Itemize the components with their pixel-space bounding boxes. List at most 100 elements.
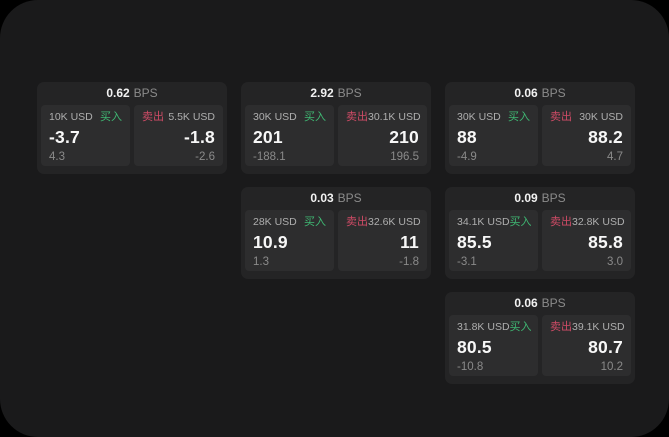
buy-panel[interactable]: 10K USD 买入 -3.7 4.3 [41,105,130,166]
buy-delta: -188.1 [253,151,286,163]
quote-card-4: 0.03 BPS 28K USD 买入 10.9 1.3 卖出 32.6K US… [241,187,431,279]
buy-panel[interactable]: 30K USD 买入 201 -188.1 [245,105,334,166]
buy-panel-top: 30K USD 买入 [457,111,530,124]
buy-amount: 28K USD [253,216,297,228]
sell-price: 88.2 [588,127,623,147]
sell-price: -1.8 [184,127,215,147]
sell-panel[interactable]: 卖出 32.8K USD 85.8 3.0 [542,210,631,271]
buy-price: 201 [253,127,283,147]
buy-delta: 1.3 [253,256,269,268]
sell-label: 卖出 [142,111,164,123]
card-body: 10K USD 买入 -3.7 4.3 卖出 5.5K USD -1.8 -2.… [37,105,227,170]
card-header: 0.06 BPS [445,82,635,105]
buy-panel-top: 31.8K USD 买入 [457,321,532,334]
sell-price: 80.7 [588,337,623,357]
buy-amount: 30K USD [253,111,297,123]
buy-amount: 31.8K USD [457,321,510,333]
card-body: 30K USD 买入 201 -188.1 卖出 30.1K USD 210 1… [241,105,431,170]
quote-card-6: 0.06 BPS 31.8K USD 买入 80.5 -10.8 卖出 39.1… [445,292,635,384]
sell-amount: 30.1K USD [368,111,421,123]
sell-panel[interactable]: 卖出 30K USD 88.2 4.7 [542,105,631,166]
bps-value: 2.92 [310,86,334,100]
sell-label: 卖出 [550,321,572,333]
buy-delta: -10.8 [457,361,484,373]
quote-card-3: 0.06 BPS 30K USD 买入 88 -4.9 卖出 30K USD 8… [445,82,635,174]
buy-panel[interactable]: 34.1K USD 买入 85.5 -3.1 [449,210,538,271]
buy-panel[interactable]: 30K USD 买入 88 -4.9 [449,105,538,166]
buy-price: -3.7 [49,127,80,147]
sell-panel-top: 卖出 39.1K USD [550,321,625,334]
card-header: 0.09 BPS [445,187,635,210]
sell-delta: 10.2 [600,361,623,373]
buy-label: 买入 [100,111,122,123]
sell-amount: 5.5K USD [168,111,215,123]
sell-label: 卖出 [550,216,572,228]
quote-card-1: 0.62 BPS 10K USD 买入 -3.7 4.3 卖出 5.5K USD… [37,82,227,174]
card-body: 30K USD 买入 88 -4.9 卖出 30K USD 88.2 4.7 [445,105,635,170]
sell-panel-top: 卖出 5.5K USD [142,111,215,124]
card-body: 34.1K USD 买入 85.5 -3.1 卖出 32.8K USD 85.8… [445,210,635,275]
sell-delta: 3.0 [607,256,623,268]
sell-panel[interactable]: 卖出 32.6K USD 11 -1.8 [338,210,427,271]
sell-amount: 39.1K USD [572,321,625,333]
card-header: 2.92 BPS [241,82,431,105]
buy-label: 买入 [304,111,326,123]
bps-unit-label: BPS [337,191,362,205]
sell-price: 11 [400,232,419,252]
sell-amount: 30K USD [579,111,623,123]
card-body: 31.8K USD 买入 80.5 -10.8 卖出 39.1K USD 80.… [445,315,635,380]
buy-panel[interactable]: 28K USD 买入 10.9 1.3 [245,210,334,271]
buy-price: 88 [457,127,477,147]
sell-amount: 32.8K USD [572,216,625,228]
bps-value: 0.06 [514,296,538,310]
buy-panel-top: 10K USD 买入 [49,111,122,124]
bps-value: 0.62 [106,86,130,100]
sell-delta: 196.5 [390,151,419,163]
sell-panel-top: 卖出 32.6K USD [346,216,421,229]
buy-price: 10.9 [253,232,288,252]
sell-panel[interactable]: 卖出 30.1K USD 210 196.5 [338,105,427,166]
sell-panel-top: 卖出 32.8K USD [550,216,625,229]
buy-price: 80.5 [457,337,492,357]
buy-label: 买入 [304,216,326,228]
buy-amount: 30K USD [457,111,501,123]
buy-label: 买入 [509,216,532,228]
bps-unit-label: BPS [541,296,566,310]
quote-card-5: 0.09 BPS 34.1K USD 买入 85.5 -3.1 卖出 32.8K… [445,187,635,279]
card-header: 0.06 BPS [445,292,635,315]
card-header: 0.62 BPS [37,82,227,105]
buy-panel[interactable]: 31.8K USD 买入 80.5 -10.8 [449,315,538,376]
buy-panel-top: 34.1K USD 买入 [457,216,532,229]
quote-card-2: 2.92 BPS 30K USD 买入 201 -188.1 卖出 30.1K … [241,82,431,174]
sell-amount: 32.6K USD [368,216,421,228]
sell-price: 210 [389,127,419,147]
buy-delta: 4.3 [49,151,65,163]
sell-label: 卖出 [346,216,368,228]
card-header: 0.03 BPS [241,187,431,210]
sell-panel-top: 卖出 30K USD [550,111,623,124]
buy-panel-top: 30K USD 买入 [253,111,326,124]
sell-label: 卖出 [346,111,368,123]
bps-value: 0.09 [514,191,538,205]
sell-label: 卖出 [550,111,572,123]
bps-value: 0.06 [514,86,538,100]
sell-panel[interactable]: 卖出 39.1K USD 80.7 10.2 [542,315,631,376]
buy-amount: 34.1K USD [457,216,510,228]
buy-delta: -4.9 [457,151,477,163]
sell-panel-top: 卖出 30.1K USD [346,111,421,124]
sell-panel[interactable]: 卖出 5.5K USD -1.8 -2.6 [134,105,223,166]
bps-unit-label: BPS [133,86,158,100]
sell-price: 85.8 [588,232,623,252]
buy-label: 买入 [508,111,530,123]
bps-unit-label: BPS [337,86,362,100]
bps-value: 0.03 [310,191,334,205]
buy-amount: 10K USD [49,111,93,123]
sell-delta: 4.7 [607,151,623,163]
card-body: 28K USD 买入 10.9 1.3 卖出 32.6K USD 11 -1.8 [241,210,431,275]
buy-delta: -3.1 [457,256,477,268]
sell-delta: -2.6 [195,151,215,163]
sell-delta: -1.8 [399,256,419,268]
bps-unit-label: BPS [541,86,566,100]
buy-label: 买入 [509,321,532,333]
